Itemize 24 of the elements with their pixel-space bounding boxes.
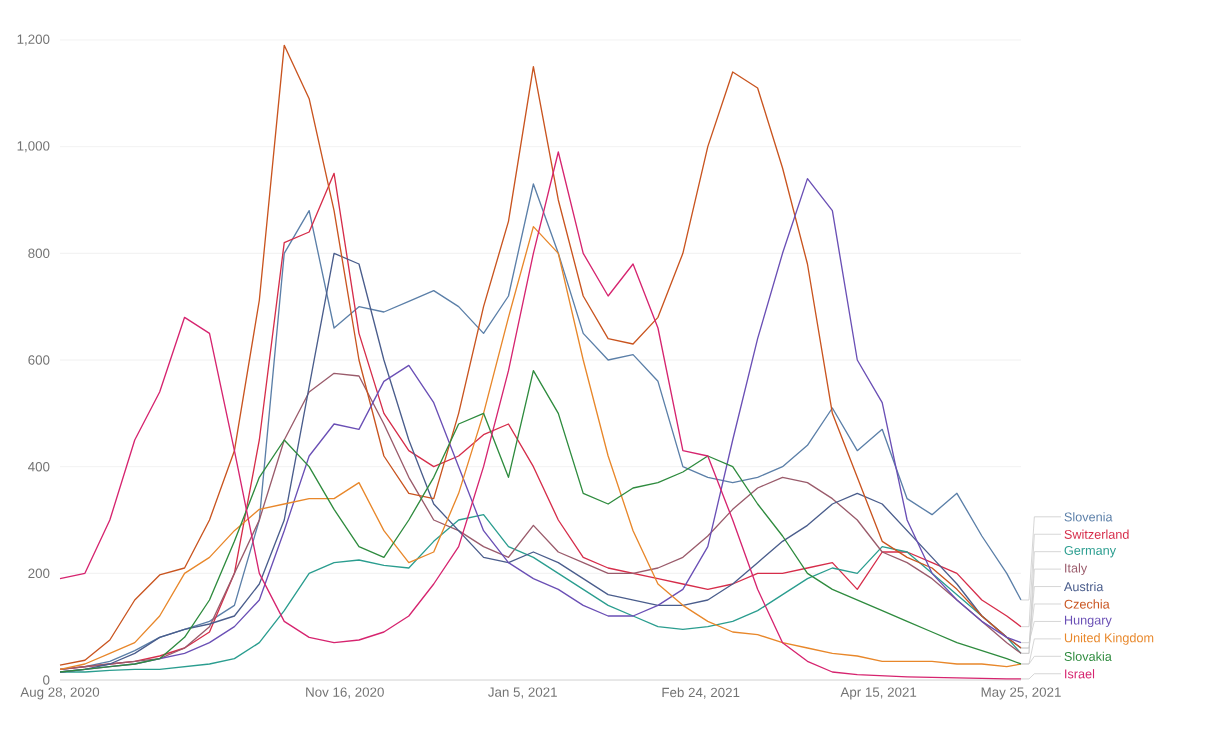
x-tick-label: Feb 24, 2021 bbox=[662, 687, 740, 699]
text: Hungary bbox=[1064, 615, 1112, 628]
y-tick-label: 800 bbox=[28, 248, 50, 259]
x-tick-label: Nov 16, 2020 bbox=[306, 687, 384, 699]
text: United Kingdom bbox=[1064, 632, 1154, 645]
text: Israel bbox=[1065, 669, 1095, 679]
text: Austria bbox=[1063, 581, 1104, 592]
text: Slovakia bbox=[1064, 651, 1112, 661]
y-tick-label: 200 bbox=[28, 568, 50, 579]
x-tick-label: Aug 28, 2020 bbox=[20, 687, 100, 700]
text: Switzerland bbox=[1064, 529, 1129, 539]
text: Italy bbox=[1065, 563, 1088, 576]
y-tick-label: 600 bbox=[28, 355, 50, 365]
y-tick-label: 1,200 bbox=[17, 34, 50, 46]
y-tick-label: 400 bbox=[28, 461, 50, 472]
x-tick-label: May 25, 2021 bbox=[981, 687, 1061, 700]
text: Czechia bbox=[1064, 599, 1110, 609]
y-tick-label: 1,000 bbox=[17, 141, 50, 153]
x-tick-label: Jan 5, 2021 bbox=[488, 687, 557, 699]
text: Germany bbox=[1064, 545, 1117, 558]
text: Slovenia bbox=[1064, 512, 1113, 522]
line-series bbox=[59, 44, 1022, 666]
y-tick-label: 0 bbox=[43, 675, 50, 685]
x-tick-label: Apr 15, 2021 bbox=[840, 687, 917, 700]
